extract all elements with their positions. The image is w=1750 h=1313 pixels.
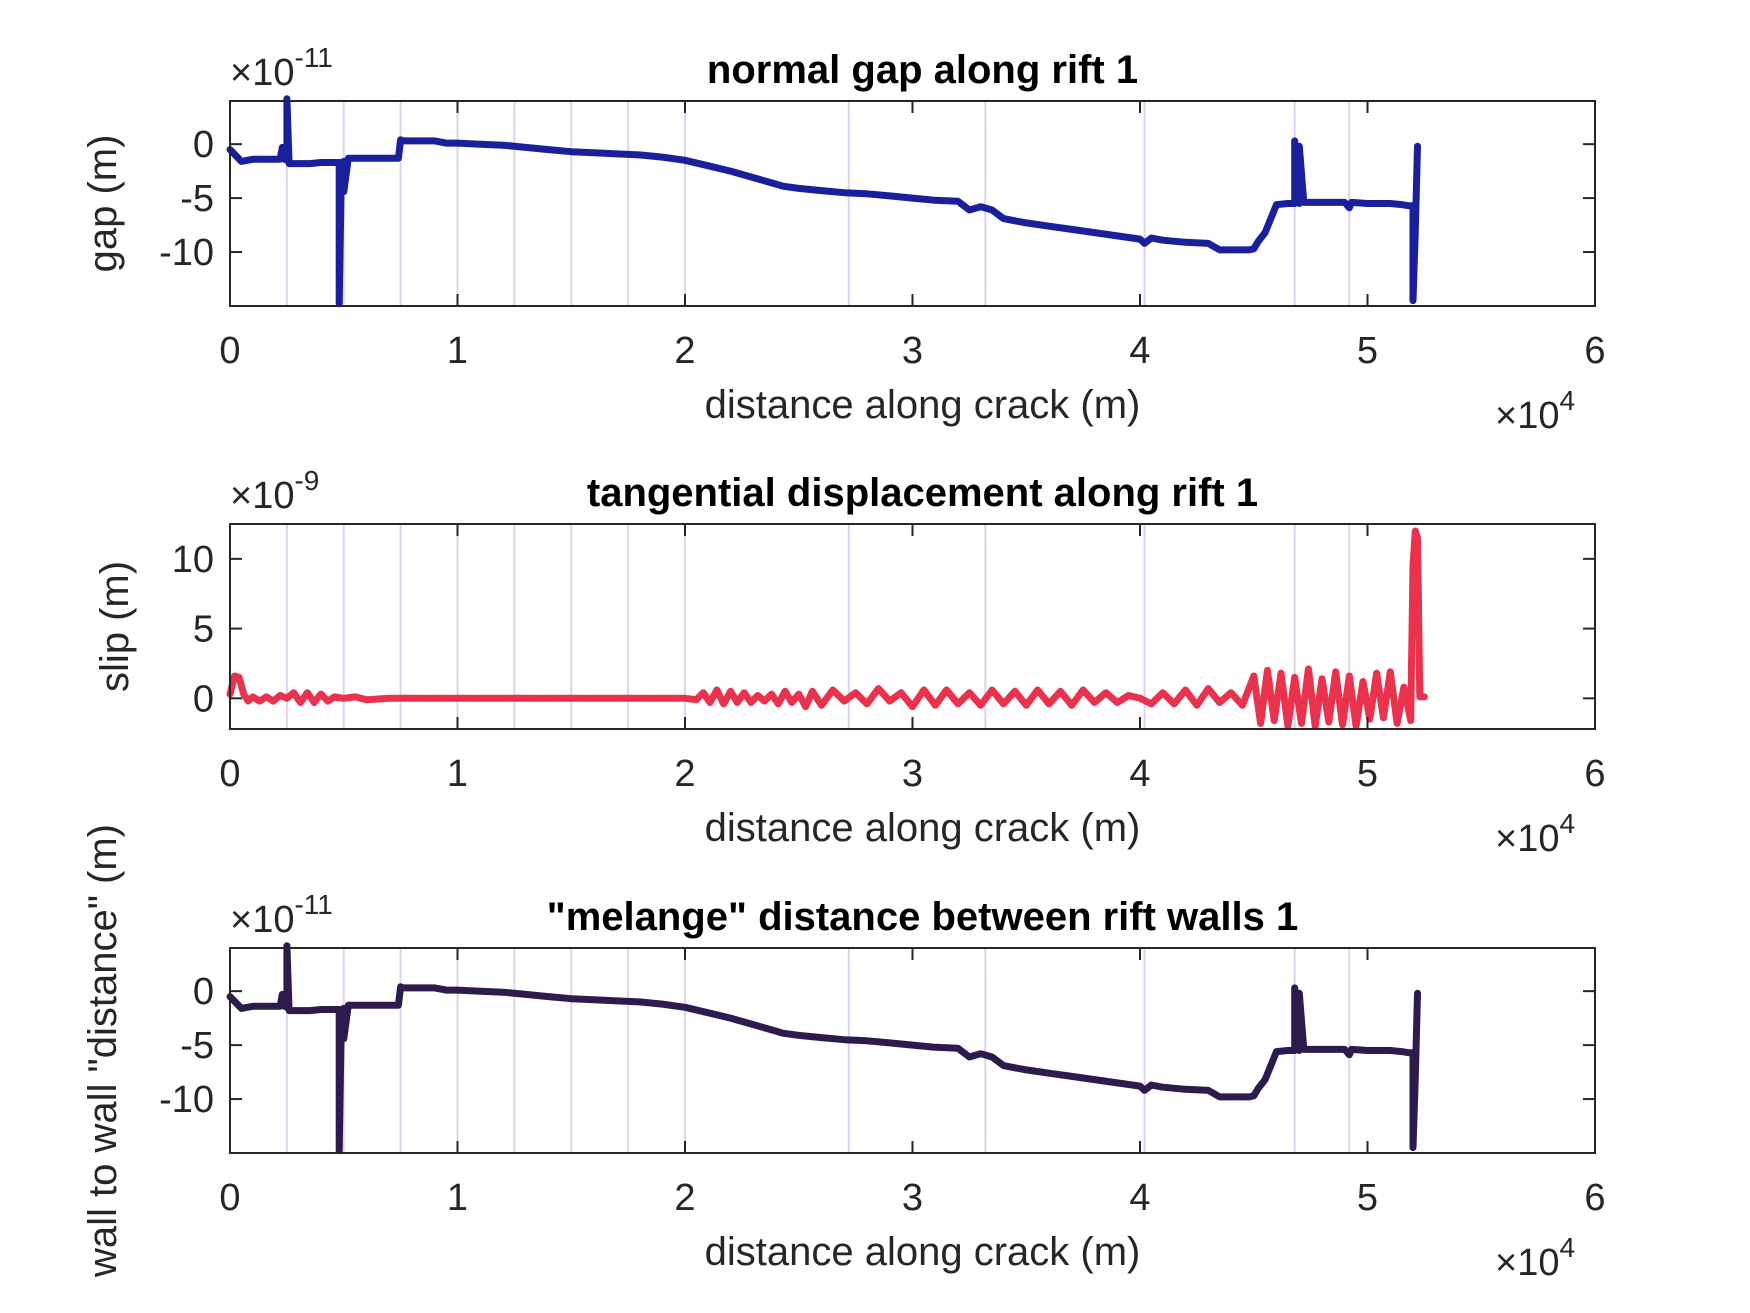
y-tick-label: -5 — [180, 1025, 214, 1067]
x-exponent-power: 4 — [1559, 1232, 1575, 1263]
x-tick-label: 6 — [1584, 753, 1605, 795]
x-tick-label: 4 — [1129, 753, 1150, 795]
y-axis-label: wall to wall "distance" (m) — [81, 824, 125, 1278]
x-tick-label: 4 — [1129, 1177, 1150, 1219]
y-tick-label: -5 — [180, 178, 214, 220]
x-exponent-power: 4 — [1559, 808, 1575, 839]
y-exponent-power: -11 — [294, 42, 332, 73]
x-tick-label: 6 — [1584, 330, 1605, 372]
y-tick-label: 0 — [193, 124, 214, 166]
x-tick-label: 3 — [902, 753, 923, 795]
chart-title: "melange" distance between rift walls 1 — [547, 895, 1299, 939]
data-series-line — [226, 942, 1421, 1155]
y-axis-label: slip (m) — [93, 561, 137, 692]
chart-panel-2: 0 1 2 3 4 5 6 10 5 0 tangential displacement along… — [93, 465, 1606, 860]
y-axis-exponent: ×10-9 — [230, 465, 319, 517]
y-exponent-base: ×10 — [230, 475, 294, 517]
y-tick-label: 0 — [193, 678, 214, 720]
x-tick-label: 1 — [447, 1177, 468, 1219]
x-tick-label: 3 — [902, 330, 923, 372]
x-axis-exponent: ×104 — [1495, 808, 1575, 860]
y-axis-label: gap (m) — [81, 135, 125, 273]
x-axis-label: distance along crack (m) — [705, 383, 1141, 427]
x-tick-label: 2 — [674, 1177, 695, 1219]
x-exponent-base: ×10 — [1495, 1242, 1559, 1284]
y-exponent-base: ×10 — [230, 899, 294, 941]
x-axis-exponent: ×104 — [1495, 1232, 1575, 1284]
chart-panel-1: 0 1 2 3 4 5 6 0 -5 -10 normal gap along rift 1 dist… — [81, 42, 1606, 437]
x-exponent-base: ×10 — [1495, 818, 1559, 860]
x-tick-label: 0 — [219, 1177, 240, 1219]
y-axis-exponent: ×10-11 — [230, 42, 333, 94]
y-tick-label: 10 — [172, 539, 214, 581]
x-exponent-base: ×10 — [1495, 395, 1559, 437]
x-axis-exponent: ×104 — [1495, 385, 1575, 437]
x-tick-label: 1 — [447, 330, 468, 372]
x-tick-label: 4 — [1129, 330, 1150, 372]
x-tick-label: 1 — [447, 753, 468, 795]
y-tick-label: 0 — [193, 971, 214, 1013]
y-exponent-power: -9 — [294, 465, 319, 496]
x-tick-label: 5 — [1357, 330, 1378, 372]
y-exponent-base: ×10 — [230, 52, 294, 94]
y-tick-label: 5 — [193, 609, 214, 651]
x-tick-label: 0 — [219, 753, 240, 795]
x-tick-label: 0 — [219, 330, 240, 372]
x-tick-label: 3 — [902, 1177, 923, 1219]
x-tick-label: 5 — [1357, 1177, 1378, 1219]
data-series-line — [226, 527, 1428, 730]
chart-panel-3: 0 1 2 3 4 5 6 0 -5 -10 "melange" distance between … — [81, 824, 1606, 1284]
x-axis-label: distance along crack (m) — [705, 1230, 1141, 1274]
x-tick-label: 2 — [674, 753, 695, 795]
y-axis-exponent: ×10-11 — [230, 889, 333, 941]
chart-title: tangential displacement along rift 1 — [587, 471, 1258, 515]
x-exponent-power: 4 — [1559, 385, 1575, 416]
x-tick-label: 2 — [674, 330, 695, 372]
y-exponent-power: -11 — [294, 889, 332, 920]
y-tick-label: -10 — [159, 232, 214, 274]
x-axis-label: distance along crack (m) — [705, 806, 1141, 850]
chart-title: normal gap along rift 1 — [707, 48, 1138, 92]
x-tick-label: 6 — [1584, 1177, 1605, 1219]
x-tick-label: 5 — [1357, 753, 1378, 795]
data-series-line — [226, 95, 1421, 308]
y-tick-label: -10 — [159, 1079, 214, 1121]
